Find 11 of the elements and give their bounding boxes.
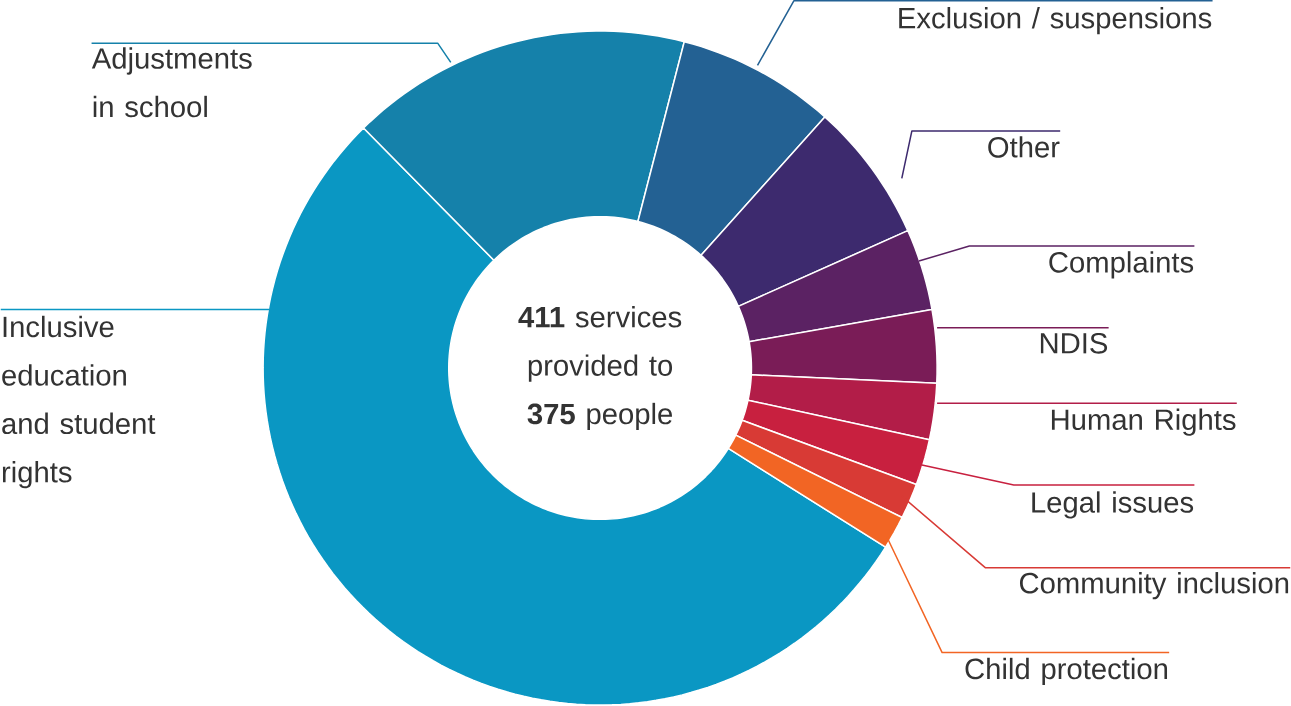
slice-label: Inclusive education and student rights <box>2 315 156 489</box>
slice-label: Other <box>988 136 1060 158</box>
text: 411 services provided to 375 people <box>518 306 682 431</box>
slice-label: Legal issues <box>1032 491 1194 519</box>
slice-label: Adjustments in school <box>91 47 252 118</box>
slice-label: Exclusion / suspensions <box>899 7 1212 35</box>
slice-label: NDIS <box>1040 333 1108 354</box>
slice-label: Child protection <box>965 657 1168 686</box>
slice-label: Human Rights <box>1051 408 1236 436</box>
slice-label: Complaints <box>1049 251 1194 279</box>
slice-label: Community inclusion <box>1019 572 1289 600</box>
